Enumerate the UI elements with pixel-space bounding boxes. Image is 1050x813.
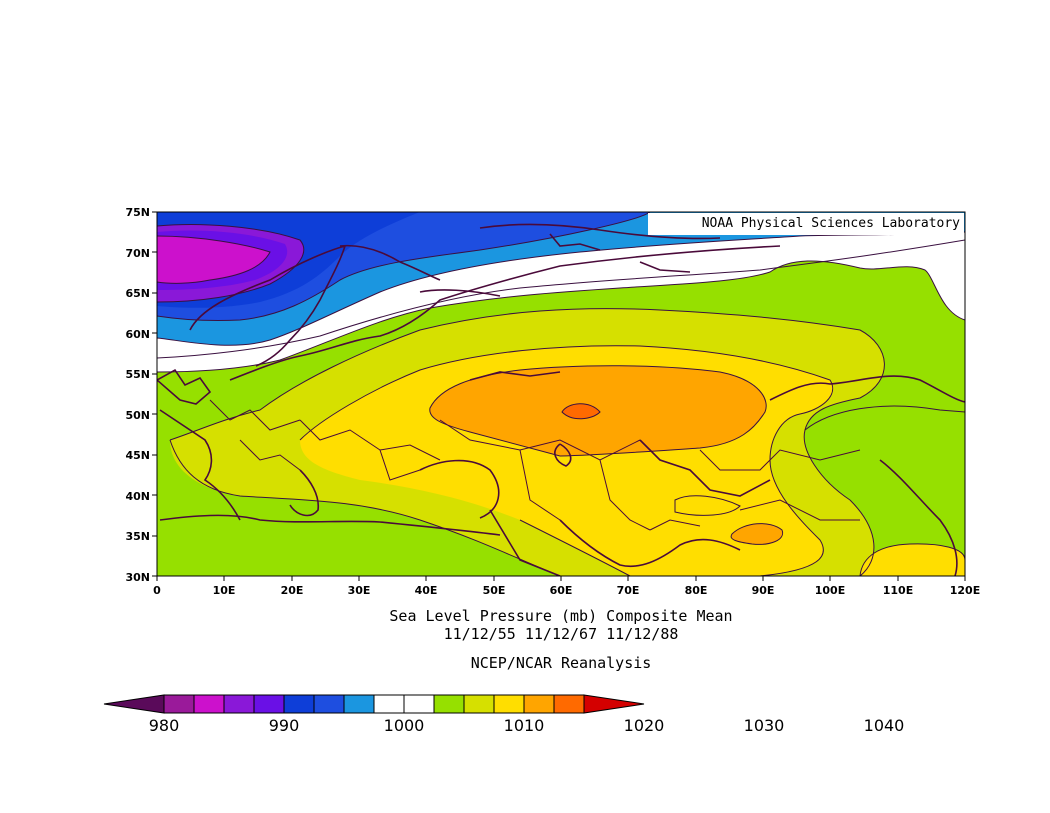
- lat-label: 35N: [125, 530, 150, 543]
- lat-label: 50N: [125, 409, 150, 422]
- band-980: [157, 236, 270, 284]
- colorbar-swatch: [403, 694, 435, 714]
- lon-label: 110E: [883, 584, 913, 597]
- borders: [209, 399, 861, 531]
- lon-label: 0: [153, 584, 161, 597]
- colorbar-label: 990: [269, 716, 300, 735]
- colorbar: [103, 694, 645, 714]
- lon-axis: 0 10E 20E 30E 40E 50E 60E 70E 80E 90E 10…: [153, 576, 980, 597]
- caption-dates: 11/12/55 11/12/67 11/12/88: [444, 625, 679, 643]
- colorbar-swatch: [253, 694, 285, 714]
- caption-source: NCEP/NCAR Reanalysis: [471, 654, 652, 672]
- lon-label: 10E: [213, 584, 236, 597]
- colorbar-swatch: [193, 694, 225, 714]
- colorbar-label: 980: [149, 716, 180, 735]
- colorbar-arrow-high: [583, 694, 645, 714]
- lat-label: 75N: [125, 206, 150, 219]
- band-1025-se: [860, 543, 965, 576]
- lat-label: 40N: [125, 490, 150, 503]
- colorbar-label: 1020: [624, 716, 665, 735]
- colorbar-swatch: [463, 694, 495, 714]
- band-1030-small: [731, 523, 783, 545]
- lat-label: 65N: [125, 287, 150, 300]
- colorbar-swatch: [223, 694, 255, 714]
- credit-text: NOAA Physical Sciences Laboratory: [702, 216, 960, 231]
- lon-label: 50E: [483, 584, 506, 597]
- colorbar-arrow-low: [103, 694, 165, 714]
- lat-label: 45N: [125, 449, 150, 462]
- lon-label: 60E: [550, 584, 573, 597]
- lon-label: 40E: [415, 584, 438, 597]
- colorbar-swatch: [493, 694, 525, 714]
- lon-label: 70E: [617, 584, 640, 597]
- colorbar-labels: 980 990 1000 1010 1020 1030 1040: [149, 716, 905, 735]
- lon-label: 120E: [950, 584, 980, 597]
- lat-axis: 75N 70N 65N 60N 55N 50N 45N 40N 35N 30N: [125, 206, 157, 584]
- colorbar-swatch: [343, 694, 375, 714]
- colorbar-swatch: [523, 694, 555, 714]
- lon-label: 20E: [281, 584, 304, 597]
- colorbar-label: 1040: [864, 716, 905, 735]
- coastlines: [157, 223, 965, 576]
- colorbar-swatch: [373, 694, 405, 714]
- lon-label: 90E: [752, 584, 775, 597]
- colorbar-swatch: [283, 694, 315, 714]
- band-1035: [562, 403, 600, 419]
- colorbar-label: 1010: [504, 716, 545, 735]
- lon-label: 30E: [348, 584, 371, 597]
- colorbar-label: 1030: [744, 716, 785, 735]
- caption-title: Sea Level Pressure (mb) Composite Mean: [389, 607, 732, 625]
- lat-label: 70N: [125, 247, 150, 260]
- colorbar-swatch: [313, 694, 345, 714]
- colorbar-swatch: [433, 694, 465, 714]
- colorbar-swatch: [163, 694, 195, 714]
- lat-label: 60N: [125, 328, 150, 341]
- lon-label: 80E: [685, 584, 708, 597]
- isobars: [157, 212, 965, 576]
- lat-label: 55N: [125, 368, 150, 381]
- lon-label: 100E: [815, 584, 845, 597]
- credit-box: [648, 213, 964, 235]
- colorbar-label: 1000: [384, 716, 425, 735]
- pressure-map: [157, 212, 965, 576]
- lat-label: 30N: [125, 571, 150, 584]
- colorbar-swatch: [553, 694, 585, 714]
